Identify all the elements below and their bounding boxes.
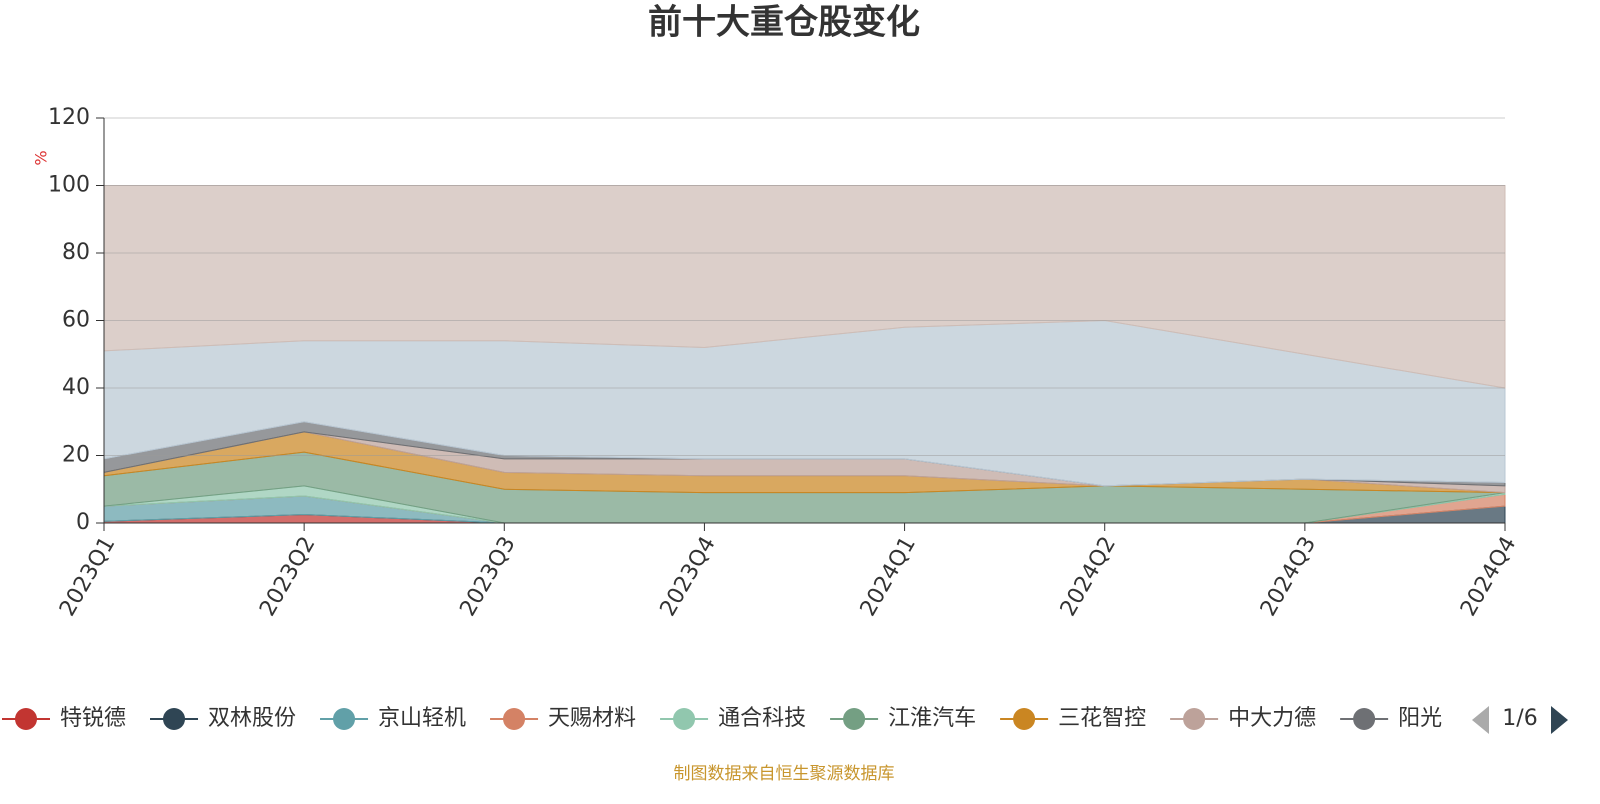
legend-marker — [843, 708, 866, 730]
legend-label: 京山轻机 — [378, 706, 466, 731]
legend-marker — [15, 708, 37, 730]
x-tick-label: 2023Q3 — [455, 533, 520, 621]
y-tick-label: 20 — [62, 443, 90, 468]
y-tick-label: 120 — [48, 105, 90, 130]
legend-label: 三花智控 — [1058, 706, 1146, 731]
legend-marker — [333, 708, 356, 730]
legend-prev[interactable] — [1472, 706, 1489, 734]
legend-label: 江淮汽车 — [888, 706, 976, 731]
legend-marker — [503, 708, 526, 730]
chart-title: 前十大重仓股变化 — [648, 3, 920, 43]
legend-label: 特锐德 — [60, 706, 126, 731]
y-tick-label: 40 — [62, 375, 90, 400]
x-tick-label: 2023Q2 — [255, 533, 320, 621]
legend-marker — [1183, 708, 1206, 730]
legend-page: 1/6 — [1502, 706, 1537, 731]
legend-marker — [673, 708, 696, 730]
legend-next[interactable] — [1551, 706, 1568, 734]
legend-label: 中大力德 — [1228, 706, 1316, 731]
legend-label: 天赐材料 — [548, 706, 636, 731]
x-tick-label: 2024Q2 — [1056, 533, 1121, 621]
legend-marker — [163, 708, 186, 730]
legend-label: 通合科技 — [718, 706, 806, 731]
source-note: 制图数据来自恒生聚源数据库 — [674, 764, 895, 784]
y-tick-label: 100 — [48, 173, 90, 198]
x-tick-label: 2023Q1 — [55, 533, 120, 621]
x-tick-label: 2024Q1 — [856, 533, 921, 621]
x-tick-label: 2024Q4 — [1456, 533, 1521, 621]
legend-marker — [1013, 708, 1036, 730]
y-axis-label: % — [32, 150, 51, 165]
y-tick-label: 80 — [62, 240, 90, 265]
x-tick-label: 2023Q4 — [656, 533, 721, 621]
legend-label: 双林股份 — [208, 706, 296, 731]
y-tick-label: 60 — [62, 308, 90, 333]
plot-area — [103, 185, 1506, 524]
legend-label: 阳光 — [1398, 706, 1442, 731]
y-tick-label: 0 — [76, 510, 90, 535]
x-tick-label: 2024Q3 — [1256, 533, 1321, 621]
legend: 特锐德 双林股份 京山轻机 天赐材料 通合科技 江淮汽车 三花智控 中大力德 阳光 — [2, 706, 1442, 731]
legend-marker — [1353, 708, 1376, 730]
